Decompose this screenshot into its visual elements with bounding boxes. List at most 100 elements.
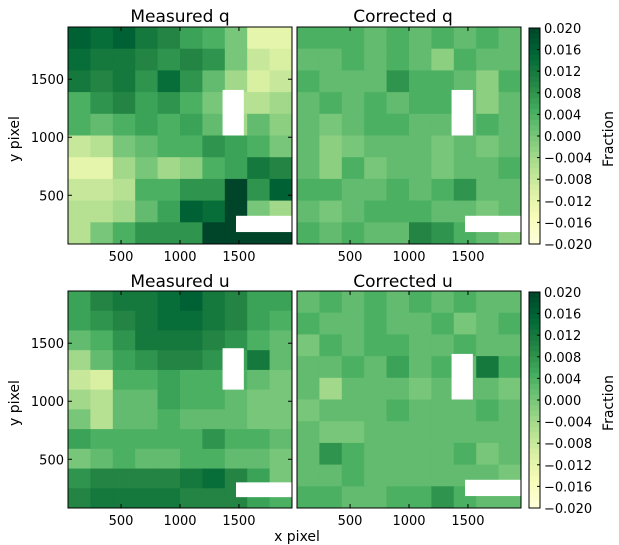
heatmap-cell — [68, 48, 91, 71]
heatmap-cell — [431, 377, 455, 400]
heatmap-cell — [224, 310, 248, 331]
heatmap-cell — [386, 464, 410, 487]
heatmap-cell — [297, 312, 320, 335]
heatmap-cell — [112, 429, 136, 450]
heatmap-cell — [319, 442, 343, 465]
heatmap-cell — [319, 399, 343, 422]
heatmap-cell — [364, 92, 387, 115]
heatmap-cell — [409, 486, 432, 509]
colorbar-segment — [529, 351, 540, 358]
heatmap-cell — [453, 399, 477, 422]
heatmap-cell — [90, 135, 114, 158]
heatmap-cell — [319, 135, 343, 158]
heatmap-cell — [247, 429, 270, 450]
heatmap-cell — [202, 27, 226, 50]
heatmap-cell — [409, 399, 432, 422]
heatmap-cell — [112, 468, 136, 489]
heatmap-cell — [297, 291, 320, 314]
heatmap-cell — [247, 135, 270, 158]
heatmap-cell — [202, 222, 226, 245]
heatmap-cell — [90, 468, 114, 489]
heatmap-cell — [224, 448, 248, 469]
heatmap-cell — [364, 113, 387, 136]
heatmap-cell — [202, 200, 226, 223]
heatmap-cell — [341, 442, 365, 465]
heatmap-cell — [269, 448, 293, 469]
heatmap-cell — [476, 442, 499, 465]
heatmap-cell — [364, 48, 387, 71]
heatmap-cell — [90, 330, 114, 351]
colorbar-segment — [529, 491, 540, 498]
colorbar-segment — [529, 109, 540, 115]
heatmap-cell — [90, 409, 114, 430]
heatmap-cell — [112, 448, 136, 469]
colorbar-tick-label: −0.012 — [544, 459, 592, 474]
heatmap-cell — [431, 48, 455, 71]
colorbar-tick-label: 0.004 — [544, 372, 581, 387]
colorbar-segment — [529, 400, 540, 406]
heatmap-cell — [386, 70, 410, 93]
heatmap-cell — [180, 92, 203, 115]
heatmap-cell — [431, 222, 455, 245]
colorbar-segment — [529, 292, 540, 298]
heatmap-cell — [90, 222, 114, 245]
colorbar-segment — [529, 464, 540, 471]
heatmap-cell — [386, 334, 410, 357]
heatmap-cell — [90, 310, 114, 331]
heatmap-cell — [90, 48, 114, 71]
x-tick-label: 1500 — [222, 250, 255, 265]
heatmap-cell — [135, 409, 158, 430]
heatmap-cell — [112, 310, 136, 331]
heatmap-cell — [297, 200, 320, 223]
heatmap-cell — [202, 113, 226, 136]
x-tick-label: 500 — [338, 250, 363, 265]
colorbar-segment — [529, 87, 540, 94]
heatmap-cell — [409, 178, 432, 201]
heatmap-cell — [202, 429, 226, 450]
heatmap-cell — [297, 92, 320, 115]
colorbar-tick-label: 0.000 — [544, 394, 581, 409]
heatmap-cell — [364, 464, 387, 487]
y-tick-label: 1500 — [31, 337, 64, 352]
masked-region — [222, 89, 244, 136]
colorbar-segment — [529, 130, 540, 137]
heatmap-cell — [90, 200, 114, 223]
heatmap-cell — [112, 135, 136, 158]
x-tick-label: 500 — [338, 514, 363, 529]
heatmap-cell — [202, 409, 226, 430]
heatmap-cell — [135, 389, 158, 410]
heatmap-cell — [269, 113, 293, 136]
heatmap-cell — [202, 291, 226, 312]
colorbar-segment — [529, 103, 540, 110]
heatmap-cell — [364, 157, 387, 180]
colorbar-tick-label: −0.012 — [544, 195, 592, 210]
colorbar-segment — [529, 427, 540, 433]
heatmap-cell — [112, 157, 136, 180]
heatmap-cell — [269, 350, 293, 371]
heatmap-cell — [68, 369, 91, 391]
heatmap-cell — [431, 442, 455, 465]
y-axis-label-bottom: y pixel — [7, 380, 23, 426]
heatmap-cell — [431, 92, 455, 115]
x-tick-label: 500 — [109, 250, 134, 265]
colorbar-segment — [529, 454, 540, 460]
colorbar-tick-label: −0.016 — [544, 216, 592, 231]
heatmap-cell — [112, 350, 136, 371]
heatmap-cell — [68, 350, 91, 371]
heatmap-cell — [409, 334, 432, 357]
colorbar-tick-label: 0.008 — [544, 87, 581, 102]
heatmap-cell — [341, 157, 365, 180]
heatmap-cell — [386, 178, 410, 201]
heatmap-cell — [135, 369, 158, 391]
heatmap-cell — [180, 135, 203, 158]
colorbar-segment — [529, 65, 540, 72]
colorbar-segment — [529, 238, 540, 245]
heatmap-cell — [180, 291, 203, 312]
heatmap-cell — [68, 389, 91, 410]
heatmap-cell — [297, 178, 320, 201]
colorbar-segment — [529, 114, 540, 121]
heatmap-cell — [157, 48, 181, 71]
heatmap-cell — [157, 157, 181, 180]
heatmap-cell — [202, 157, 226, 180]
heatmap-cell — [364, 70, 387, 93]
